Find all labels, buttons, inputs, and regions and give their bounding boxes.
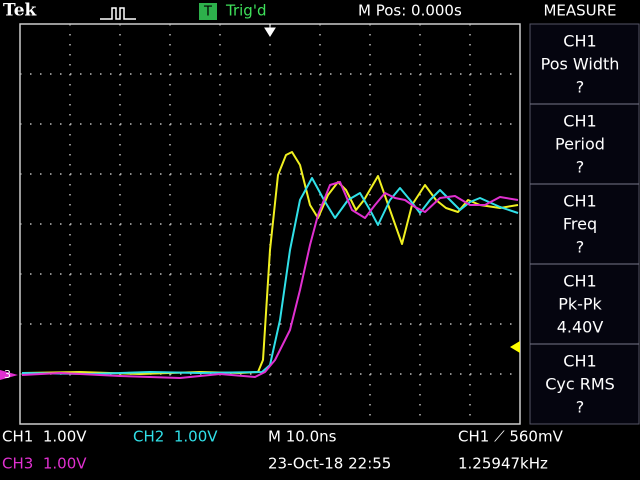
measure-channel: CH1 bbox=[563, 352, 596, 371]
measure-value: ? bbox=[576, 158, 585, 177]
trigger-level-marker bbox=[510, 341, 520, 353]
trigger-frequency: 1.25947kHz bbox=[458, 455, 548, 473]
ch3-scale: CH3 1.00V bbox=[2, 455, 87, 473]
ch3-marker-label: 3 bbox=[4, 368, 11, 381]
measure-name: Period bbox=[555, 135, 605, 154]
measure-name: Pk-Pk bbox=[558, 295, 602, 314]
datetime: 23-Oct-18 22:55 bbox=[268, 455, 391, 473]
ch3-marker bbox=[0, 370, 18, 380]
ch2-scale: CH2 1.00V bbox=[133, 428, 218, 446]
ch3-waveform bbox=[21, 181, 519, 379]
measurements: CH1 Pos Width? CH1 Period? CH1 Freq? CH1 Pk-Pk 4… bbox=[541, 32, 620, 417]
ch1-scale: CH1 1.00V bbox=[2, 428, 87, 446]
measure-name: Pos Width bbox=[541, 55, 620, 74]
measure-channel: CH1 bbox=[563, 32, 596, 51]
position: M Pos: 0.000s bbox=[358, 2, 462, 20]
measure-value: ? bbox=[576, 398, 585, 417]
measure-name: Cyc RMS bbox=[545, 375, 615, 394]
measure-name: Freq bbox=[563, 215, 597, 234]
measure-value: ? bbox=[576, 78, 585, 97]
measure-channel: CH1 bbox=[563, 192, 596, 211]
menu-title: MEASURE bbox=[543, 2, 616, 20]
brand: Tek bbox=[3, 1, 38, 21]
ch2-waveform bbox=[21, 177, 519, 375]
measure-value: ? bbox=[576, 238, 585, 257]
panel-frame bbox=[529, 23, 640, 425]
timebase: M 10.0ns bbox=[268, 428, 337, 446]
trigger-icon: T bbox=[203, 5, 212, 20]
pulse-icon bbox=[100, 7, 136, 20]
graticule bbox=[20, 24, 520, 424]
trigger-setting: CH1 ⟋ 560mV bbox=[458, 428, 564, 446]
measure-panel bbox=[529, 23, 640, 425]
measure-channel: CH1 bbox=[563, 112, 596, 131]
trigger-position-marker bbox=[264, 24, 276, 37]
trigger-icon-box bbox=[199, 3, 217, 20]
measure-channel: CH1 bbox=[563, 272, 596, 291]
measure-value: 4.40V bbox=[557, 318, 604, 337]
trigger-status: Trig'd bbox=[225, 2, 266, 20]
